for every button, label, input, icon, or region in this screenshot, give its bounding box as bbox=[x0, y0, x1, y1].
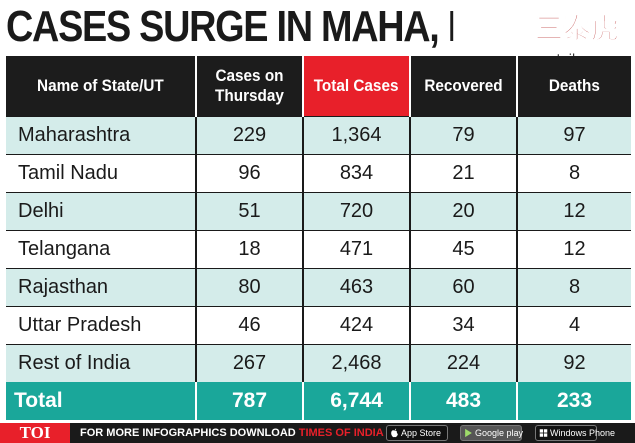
cell-cases-thursday: 267 bbox=[195, 343, 303, 382]
table-header-row: Name of State/UT Cases on Thursday Total… bbox=[6, 56, 631, 116]
cell-recovered: 21 bbox=[409, 153, 517, 192]
promo-text: FOR MORE INFOGRAPHICS DOWNLOAD bbox=[80, 427, 296, 439]
cell-state-name: Rajasthan bbox=[6, 267, 196, 306]
app-store-badge[interactable]: App Store bbox=[386, 425, 448, 441]
header-total-cases: Total Cases bbox=[302, 56, 410, 116]
cell-state-name: Uttar Pradesh bbox=[6, 305, 196, 344]
total-row: Total 787 6,744 483 233 bbox=[6, 382, 631, 420]
cell-cases-thursday: 46 bbox=[195, 305, 303, 344]
cell-total-cases: 2,468 bbox=[302, 343, 410, 382]
cell-deaths: 12 bbox=[516, 229, 631, 268]
cell-deaths: 12 bbox=[516, 191, 631, 230]
table-row: Tamil Nadu 96 834 21 8 bbox=[6, 153, 631, 192]
total-total-cases: 6,744 bbox=[302, 382, 410, 420]
footer-promo: FOR MORE INFOGRAPHICS DOWNLOAD TIMES OF I… bbox=[80, 423, 409, 443]
table-body: Maharashtra 229 1,364 79 97 Tamil Nadu 96 834 21… bbox=[6, 115, 631, 382]
cell-deaths: 8 bbox=[516, 267, 631, 306]
badge-label: App Store bbox=[401, 428, 442, 438]
watermark-logo-text: 三泰虎 bbox=[535, 12, 619, 45]
cell-recovered: 79 bbox=[409, 115, 517, 154]
apple-icon bbox=[391, 428, 398, 438]
cell-recovered: 224 bbox=[409, 343, 517, 382]
badge-label: Google play bbox=[475, 428, 524, 438]
cell-recovered: 60 bbox=[409, 267, 517, 306]
cell-deaths: 97 bbox=[516, 115, 631, 154]
cell-state-name: Rest of India bbox=[6, 343, 196, 382]
header-label: Cases on Thursday bbox=[215, 65, 284, 105]
cell-state-name: Tamil Nadu bbox=[6, 153, 196, 192]
total-cases-thursday: 787 bbox=[195, 382, 303, 420]
cell-deaths: 4 bbox=[516, 305, 631, 344]
table-row: Telangana 18 471 45 12 bbox=[6, 229, 631, 268]
toi-logo[interactable]: TOI bbox=[0, 423, 70, 443]
footer-bar: TOI FOR MORE INFOGRAPHICS DOWNLOAD TIMES … bbox=[0, 423, 635, 443]
total-recovered: 483 bbox=[409, 382, 517, 420]
cell-total-cases: 720 bbox=[302, 191, 410, 230]
cell-state-name: Delhi bbox=[6, 191, 196, 230]
total-label: Total bbox=[6, 382, 196, 420]
cell-deaths: 8 bbox=[516, 153, 631, 192]
header-label: Deaths bbox=[548, 75, 601, 95]
cell-total-cases: 424 bbox=[302, 305, 410, 344]
header-label: Total Cases bbox=[314, 75, 399, 95]
header-label: Recovered bbox=[424, 75, 503, 95]
cell-recovered: 34 bbox=[409, 305, 517, 344]
header-state: Name of State/UT bbox=[6, 56, 196, 116]
google-play-badge[interactable]: Google play bbox=[460, 425, 524, 441]
cell-cases-thursday: 51 bbox=[195, 191, 303, 230]
watermark-logo: 三泰虎 bbox=[535, 12, 620, 46]
cell-cases-thursday: 18 bbox=[195, 229, 303, 268]
table-row: Delhi 51 720 20 12 bbox=[6, 191, 631, 230]
cell-cases-thursday: 80 bbox=[195, 267, 303, 306]
cell-cases-thursday: 96 bbox=[195, 153, 303, 192]
promo-brand[interactable]: TIMES OF INDIA APP bbox=[298, 427, 409, 439]
cell-total-cases: 1,364 bbox=[302, 115, 410, 154]
cell-recovered: 45 bbox=[409, 229, 517, 268]
total-deaths: 233 bbox=[516, 382, 631, 420]
cell-state-name: Telangana bbox=[6, 229, 196, 268]
header-cases-thursday: Cases on Thursday bbox=[195, 56, 303, 116]
windows-phone-badge[interactable]: Windows Phone bbox=[535, 425, 615, 441]
table-row: Maharashtra 229 1,364 79 97 bbox=[6, 115, 631, 154]
header-recovered: Recovered bbox=[409, 56, 517, 116]
play-icon bbox=[465, 428, 472, 438]
cases-table: Name of State/UT Cases on Thursday Total… bbox=[6, 56, 631, 420]
badge-label: Windows Phone bbox=[550, 428, 616, 438]
table-row: Rest of India 267 2,468 224 92 bbox=[6, 343, 631, 382]
cell-total-cases: 463 bbox=[302, 267, 410, 306]
cell-recovered: 20 bbox=[409, 191, 517, 230]
headline: CASES SURGE IN MAHA, RAJ, GUJ bbox=[6, 2, 453, 51]
header-label: Name of State/UT bbox=[37, 75, 164, 95]
cell-deaths: 92 bbox=[516, 343, 631, 382]
table-row: Rajasthan 80 463 60 8 bbox=[6, 267, 631, 306]
header-deaths: Deaths bbox=[516, 56, 631, 116]
table-row: Uttar Pradesh 46 424 34 4 bbox=[6, 305, 631, 344]
cell-total-cases: 834 bbox=[302, 153, 410, 192]
cell-total-cases: 471 bbox=[302, 229, 410, 268]
cell-state-name: Maharashtra bbox=[6, 115, 196, 154]
cell-cases-thursday: 229 bbox=[195, 115, 303, 154]
windows-icon bbox=[539, 429, 548, 437]
